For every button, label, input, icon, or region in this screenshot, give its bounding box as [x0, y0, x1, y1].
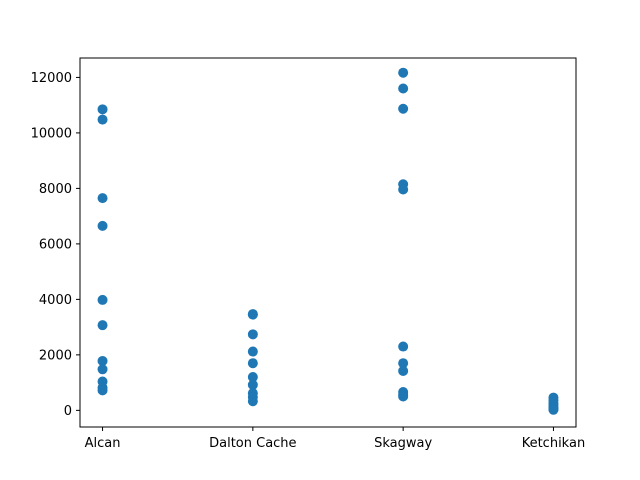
y-tick-label: 4000	[39, 293, 72, 308]
scatter-point	[247, 396, 258, 407]
x-tick-label: Alcan	[85, 436, 121, 451]
scatter-point	[247, 309, 258, 320]
x-axis: Alcan Dalton Cache Skagway Ketchikan	[85, 427, 585, 451]
scatter-point	[97, 114, 108, 125]
y-tick-label: 6000	[39, 237, 72, 252]
scatter-point	[548, 404, 559, 415]
scatter-point	[97, 320, 108, 331]
scatter-point	[97, 385, 108, 396]
scatter-point	[398, 83, 409, 94]
y-tick-label: 2000	[39, 348, 72, 363]
scatter-point	[97, 104, 108, 115]
scatter-point	[97, 364, 108, 375]
scatter-point	[247, 329, 258, 340]
scatter-point	[97, 220, 108, 231]
scatter-point	[398, 341, 409, 352]
scatter-point	[398, 67, 409, 78]
x-tick-label: Dalton Cache	[209, 436, 296, 451]
scatter-point	[398, 184, 409, 195]
scatter-point	[97, 355, 108, 366]
points-layer	[97, 67, 559, 415]
scatter-point	[247, 346, 258, 357]
y-tick-label: 0	[64, 404, 72, 419]
scatter-point	[247, 358, 258, 369]
y-tick-label: 10000	[31, 126, 72, 141]
scatter-point	[398, 358, 409, 369]
plot-frame	[79, 57, 577, 428]
x-tick-label: Skagway	[374, 436, 432, 451]
scatter-point	[398, 103, 409, 114]
y-tick-label: 12000	[31, 71, 72, 86]
y-tick-label: 8000	[39, 182, 72, 197]
scatter-point	[97, 193, 108, 204]
scatter-point	[398, 391, 409, 402]
y-axis: 0 2000 4000 6000 8000 10000 12000	[31, 71, 80, 419]
scatter-point	[398, 365, 409, 376]
scatter-point	[247, 372, 258, 383]
scatter-point	[97, 294, 108, 305]
x-tick-label: Ketchikan	[522, 436, 585, 451]
scatter-point	[247, 379, 258, 390]
